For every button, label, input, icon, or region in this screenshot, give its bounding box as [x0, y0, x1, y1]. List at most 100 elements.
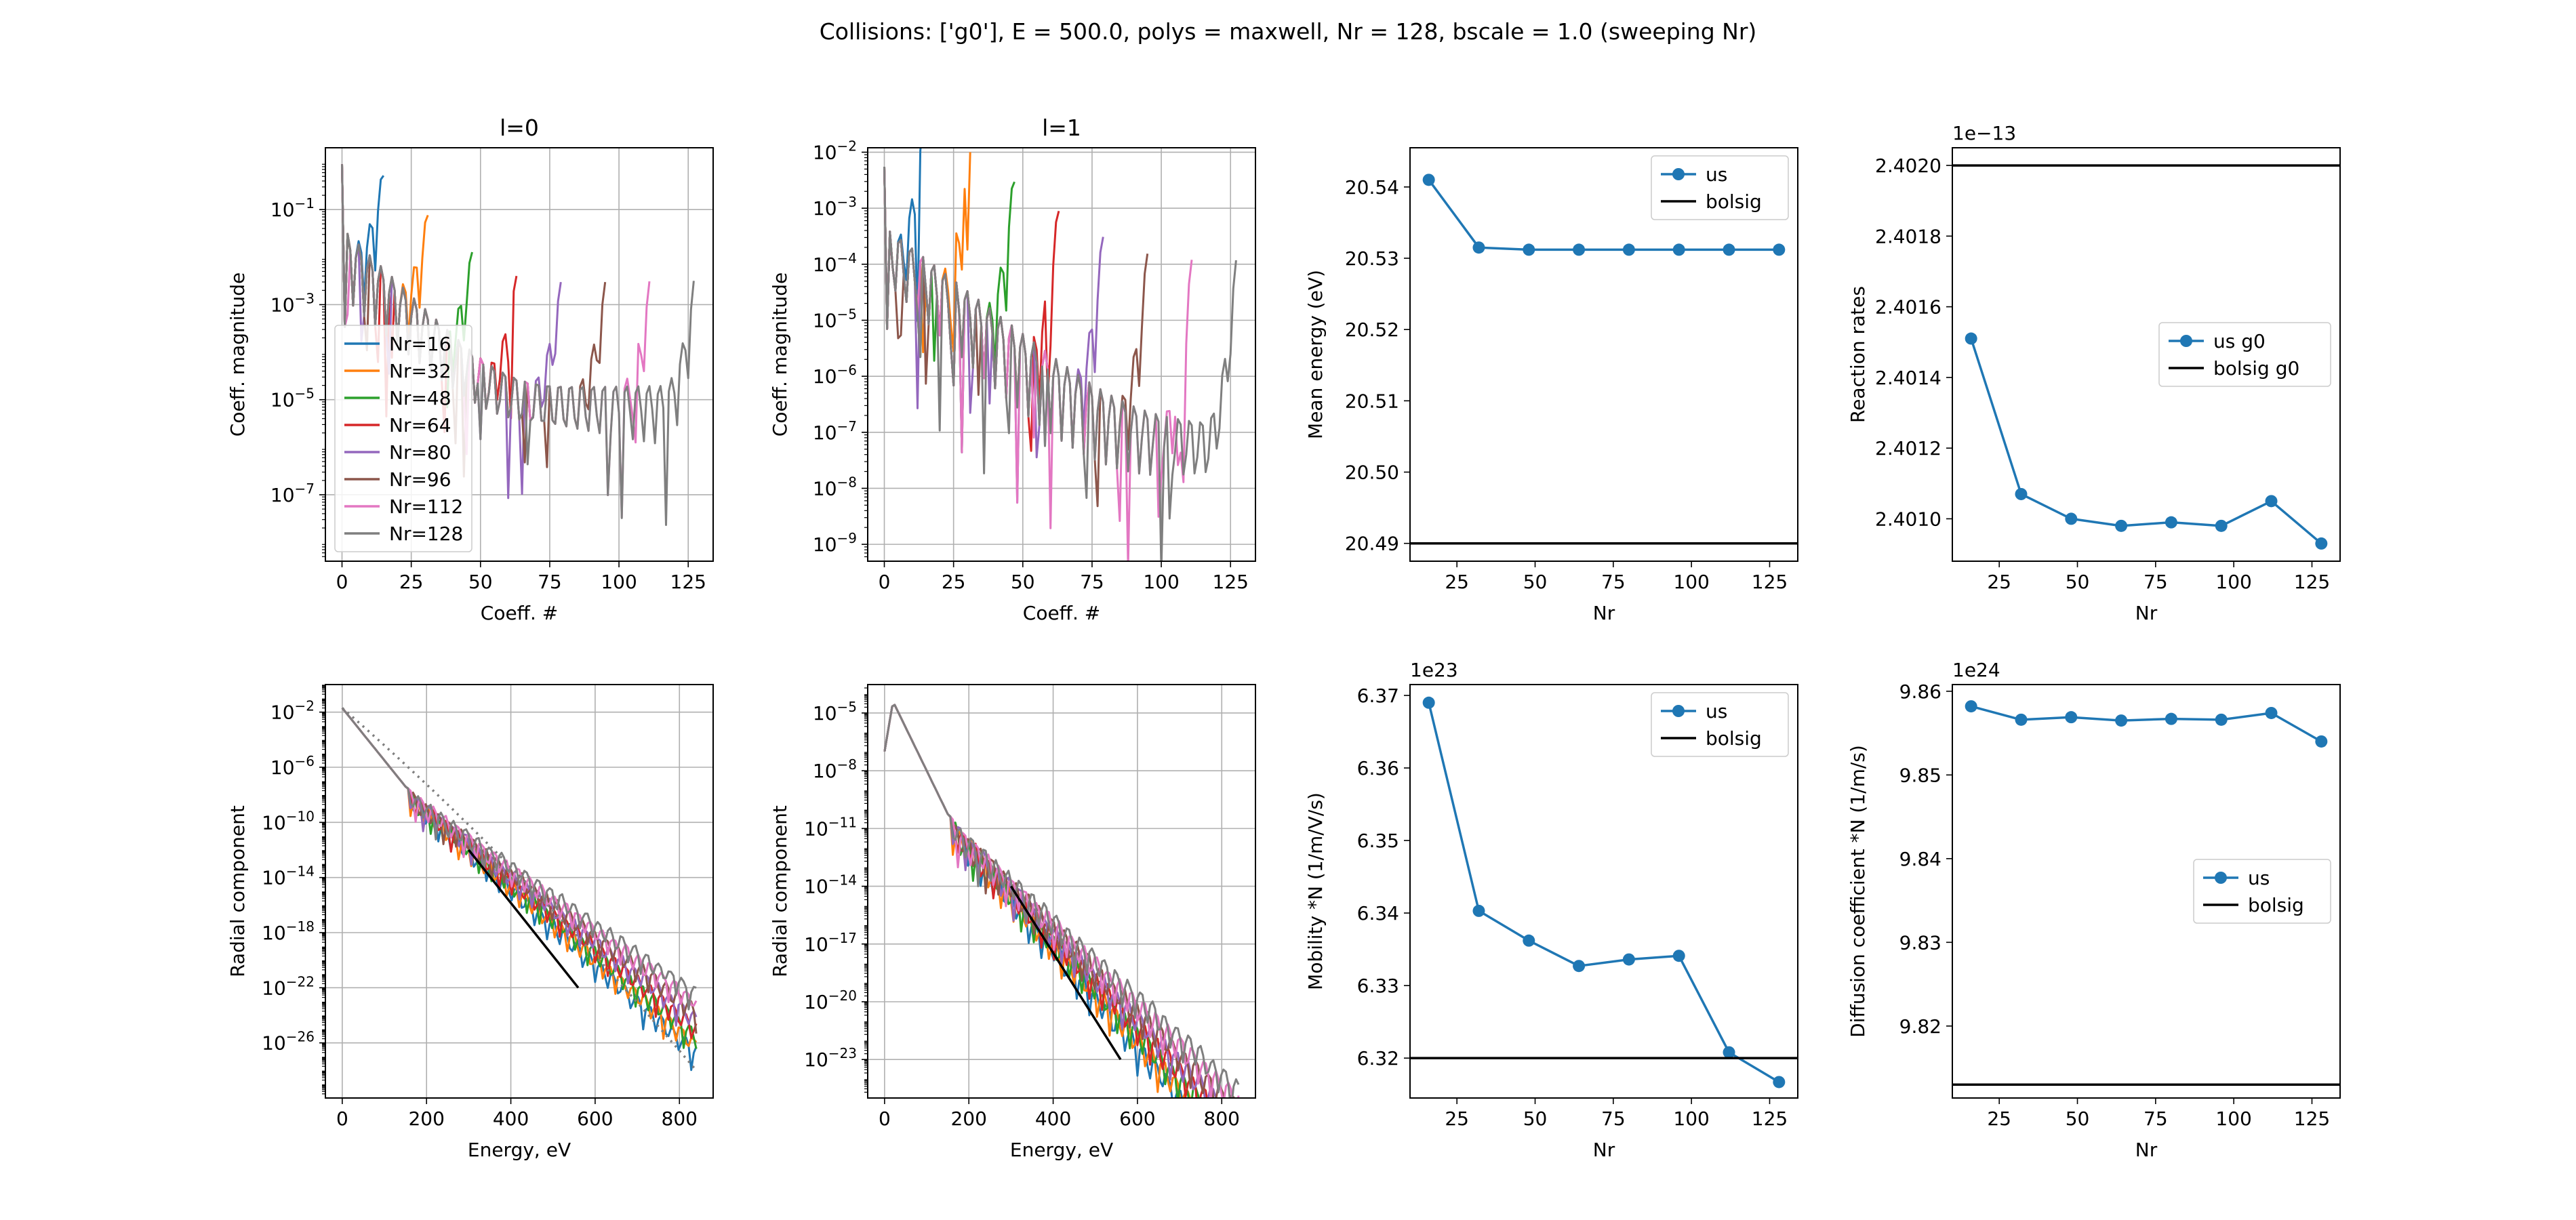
y-tick-label: 6.37	[1357, 685, 1399, 707]
figure-suptitle: Collisions: ['g0'], E = 500.0, polys = m…	[820, 18, 1757, 45]
legend-marker	[1672, 705, 1685, 717]
legend-entry: Nr=80	[389, 441, 451, 464]
y-tick-label: 2.4012	[1875, 437, 1941, 460]
plot-area	[883, 704, 1240, 1098]
us-marker	[2115, 714, 2128, 727]
legend-entry: Nr=96	[389, 468, 451, 491]
y-tick-label: 10−3	[270, 290, 315, 316]
radial-curve-8	[341, 707, 697, 1011]
x-tick-label: 100	[1673, 1107, 1709, 1130]
x-tick-label: 25	[399, 571, 424, 593]
subplot-coef_l1: 0 25 50 75 100 125 10−2 10−3 10−4 10−5 10−6 10−7 10−…	[769, 115, 1256, 624]
y-tick-label: 20.53	[1345, 247, 1399, 270]
x-tick-label: 25	[1445, 1107, 1469, 1130]
y-tick-label: 10−11	[804, 814, 857, 840]
us-marker	[2315, 735, 2328, 748]
x-tick-label: 0	[879, 571, 891, 593]
y-tick-label: 9.83	[1899, 931, 1941, 954]
x-tick-label: 75	[1601, 1107, 1626, 1130]
ticks: 0 200 400 600 800 10−2 10−6 10−10 10−14 10−18 10−2…	[262, 685, 698, 1130]
ticks: 0 25 50 75 100 125 10−1 10−3 10−5 10−7	[270, 163, 706, 593]
radial-curve-5	[883, 704, 1217, 1098]
us-marker	[1523, 243, 1535, 256]
legend-entry: us	[2248, 867, 2270, 889]
series-line-Nr=128	[341, 164, 695, 526]
legend-entry: bolsig g0	[2213, 357, 2299, 380]
series-line-Nr=128	[883, 166, 1237, 561]
y-tick-label: 9.86	[1899, 680, 1941, 703]
y-tick-label: 2.4020	[1875, 155, 1941, 177]
x-tick-label: 125	[2294, 571, 2330, 593]
legend: Nr=16 Nr=32 Nr=48 Nr=64 Nr=80 Nr=96 Nr=112 Nr=1…	[334, 325, 472, 552]
x-tick-label: 800	[1204, 1107, 1240, 1130]
y-tick-label: 10−1	[270, 195, 315, 221]
y-tick-label: 9.82	[1899, 1015, 1941, 1038]
legend-entry: bolsig	[1706, 190, 1762, 213]
x-tick-label: 75	[2144, 1107, 2168, 1130]
plot-area	[1952, 164, 2340, 550]
axes-frame	[1952, 684, 2341, 1099]
legend-entry: Nr=112	[389, 495, 463, 518]
x-tick-label: 50	[1523, 571, 1548, 593]
us-line	[1428, 179, 1779, 251]
y-tick-label: 9.85	[1899, 764, 1941, 786]
plot-area	[1952, 700, 2340, 1086]
x-axis-label: Nr	[2135, 1139, 2158, 1161]
y-tick-label: 10−5	[813, 699, 857, 725]
axes-frame	[1409, 147, 1798, 562]
y-tick-label: 2.4014	[1875, 367, 1941, 389]
y-tick-label: 6.34	[1357, 902, 1399, 924]
x-tick-label: 50	[1011, 571, 1035, 593]
ticks: 25 50 75 100 125 2.4010 2.4012 2.4014 2.4016 2.40…	[1875, 155, 2330, 593]
x-tick-label: 400	[493, 1107, 529, 1130]
y-tick-label: 20.54	[1345, 176, 1399, 199]
x-tick-label: 75	[538, 571, 562, 593]
axes-frame	[325, 147, 714, 562]
y-tick-label: 10−23	[804, 1045, 857, 1071]
y-tick-label: 10−5	[270, 386, 315, 411]
subplot-radial_l1: 0 200 400 600 800 10−5 10−8 10−11 10−14 10−17 10−2…	[769, 684, 1256, 1161]
radial-curve-8	[883, 704, 1240, 1098]
x-tick-label: 25	[1987, 1107, 2011, 1130]
y-tick-label: 10−20	[804, 988, 857, 1013]
us-marker	[2115, 519, 2128, 532]
legend-entry: us g0	[2213, 330, 2266, 352]
us-marker	[1672, 243, 1685, 256]
panel-title: l=0	[500, 115, 539, 141]
legend-entry: Nr=48	[389, 387, 451, 409]
us-marker	[1965, 700, 1977, 713]
us-marker	[2015, 713, 2028, 726]
x-tick-label: 125	[1752, 571, 1788, 593]
axes-frame	[1952, 147, 2341, 562]
y-tick-label: 10−6	[270, 753, 315, 779]
axes-frame	[1409, 684, 1798, 1099]
y-axis-label: Coeff. magnitude	[226, 272, 249, 436]
y-tick-label: 20.52	[1345, 319, 1399, 341]
y-axis-label: Diffusion coefficient *N (1/m/s)	[1847, 745, 1869, 1038]
y-tick-label: 10−5	[813, 306, 857, 332]
y-tick-label: 2.4016	[1875, 296, 1941, 319]
y-tick-label: 10−14	[262, 863, 315, 889]
bolsig-line	[1009, 885, 1122, 1061]
y-axis-label: Coeff. magnitude	[769, 272, 791, 436]
x-tick-label: 100	[1673, 571, 1709, 593]
us-marker	[2265, 495, 2278, 508]
y-tick-label: 20.51	[1345, 390, 1399, 412]
x-axis-label: Coeff. #	[1023, 602, 1100, 624]
x-tick-label: 50	[1523, 1107, 1548, 1130]
x-tick-label: 75	[1601, 571, 1626, 593]
legend-entry: bolsig	[1706, 727, 1762, 750]
x-tick-label: 600	[1119, 1107, 1155, 1130]
x-tick-label: 200	[950, 1107, 986, 1130]
us-line	[1971, 705, 2322, 743]
x-tick-label: 800	[662, 1107, 698, 1130]
subplot-reaction_rates: 25 50 75 100 125 2.4010 2.4012 2.4014 2.4016 2.40…	[1847, 122, 2341, 624]
us-marker	[1472, 904, 1485, 917]
legend-entry: Nr=16	[389, 333, 451, 355]
y-tick-label: 2.4018	[1875, 225, 1941, 247]
plot-area	[341, 707, 698, 1072]
x-tick-label: 0	[336, 1107, 348, 1130]
radial-curve-5	[341, 707, 698, 1027]
x-axis-label: Nr	[1593, 602, 1615, 624]
